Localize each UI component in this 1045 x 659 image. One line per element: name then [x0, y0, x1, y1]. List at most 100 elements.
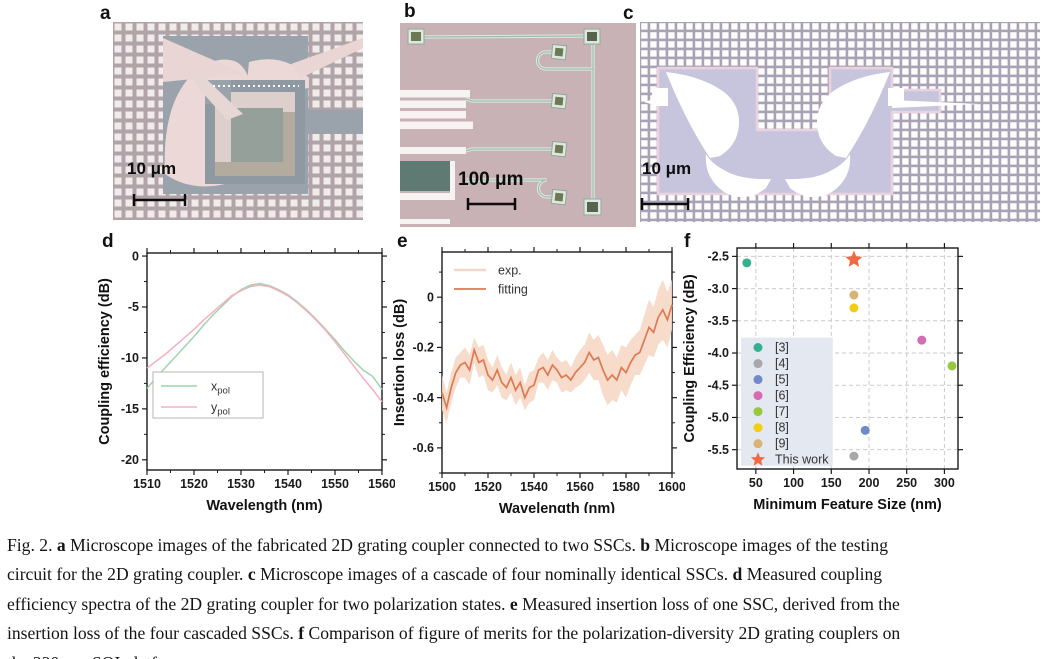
svg-text:1540: 1540: [274, 477, 302, 491]
caption-line: efficiency spectra of the 2D grating cou…: [7, 593, 900, 614]
legend: exp. fitting: [454, 264, 528, 297]
device-region: [163, 36, 363, 194]
svg-text:1520: 1520: [474, 480, 502, 494]
caption-line: Fig. 2. a Microscope images of the fabri…: [7, 535, 888, 555]
grating-coupler-core: [193, 72, 305, 184]
series-y_pol: [146, 284, 383, 403]
svg-text:-0.6: -0.6: [412, 441, 434, 455]
svg-text:150: 150: [821, 476, 842, 490]
svg-text:1550: 1550: [321, 477, 349, 491]
svg-text:0: 0: [427, 290, 434, 304]
output-taper: [892, 100, 980, 108]
svg-text:250: 250: [896, 476, 917, 490]
svg-text:-2.5: -2.5: [707, 250, 729, 264]
panel-label-c: c: [623, 3, 634, 24]
svg-text:1520: 1520: [180, 477, 208, 491]
point-[7]: [947, 361, 957, 371]
point-[5]: [860, 425, 870, 435]
caption-line: insertion loss of the four cascaded SSCs…: [7, 623, 901, 644]
exp-band: [442, 279, 672, 423]
svg-text:xpol: xpol: [211, 380, 230, 397]
svg-text:-3.5: -3.5: [707, 314, 729, 328]
svg-text:-5.0: -5.0: [707, 411, 729, 425]
series-x_pol: [146, 282, 383, 390]
svg-text:fitting: fitting: [498, 283, 528, 297]
point-[9]: [849, 290, 859, 300]
point-this-work: [845, 250, 863, 267]
y-axis-label: Coupling efficiency (dB): [97, 278, 113, 445]
axes: 50 100 150 200 250 300 -2.5 -3.0 -3.5 -4.0 -4.5 -5.…: [682, 243, 963, 513]
scale-bar-a-label: 10 μm: [127, 159, 176, 178]
y-axis-label: Coupling Efficiency (dB): [682, 274, 698, 443]
svg-text:200: 200: [859, 476, 880, 490]
legend: xpol ypol: [152, 371, 264, 419]
svg-text:1580: 1580: [612, 480, 640, 494]
scale-bar-c: 10 μm: [640, 159, 691, 210]
ssc-pair-left: [644, 72, 771, 198]
svg-text:1600: 1600: [658, 480, 685, 494]
svg-text:This work: This work: [775, 453, 829, 467]
svg-text:-0.2: -0.2: [412, 341, 434, 355]
caption-line: circuit for the 2D grating coupler. c Mi…: [7, 564, 883, 585]
point-[6]: [917, 335, 927, 345]
micrograph-ssc-cascade: 10 μm: [640, 22, 1040, 222]
series-fitting: [441, 304, 673, 412]
svg-text:100: 100: [783, 476, 804, 490]
svg-text:300: 300: [934, 476, 955, 490]
caption: Fig. 2. a Microscope images of the fabri…: [7, 531, 1041, 659]
svg-text:1560: 1560: [566, 480, 594, 494]
x-axis-label: Minimum Feature Size (nm): [753, 497, 942, 513]
svg-text:1510: 1510: [133, 477, 161, 491]
ssc-fans: [644, 72, 980, 198]
point-[8]: [849, 303, 859, 313]
point-[3]: [742, 258, 752, 268]
svg-text:[7]: [7]: [775, 405, 789, 419]
svg-text:exp.: exp.: [498, 264, 522, 278]
svg-text:-15: -15: [121, 402, 139, 416]
waveguides: [423, 34, 595, 205]
point-[4]: [849, 451, 859, 461]
grating-coupler-ports: [407, 28, 602, 216]
panel-label-b: b: [404, 1, 416, 22]
svg-text:-5.5: -5.5: [707, 443, 729, 457]
svg-text:[3]: [3]: [775, 340, 789, 354]
svg-text:[4]: [4]: [775, 357, 789, 371]
chart-comparison-scatter: 50 100 150 200 250 300 -2.5 -3.0 -3.5 -4.0 -4.5 -5.…: [682, 243, 963, 513]
series: [146, 282, 383, 403]
legend: [3] [4] [5] [6] [7] [8] [9] This work: [741, 337, 833, 467]
y-axis-label: Insertion loss (dB): [392, 299, 408, 426]
chart-insertion-loss: 1500 1520 1540 1560 1580 1600 0 -0.2 -0.4 -0.6 Wav…: [392, 247, 685, 513]
panel-label-d: d: [102, 231, 114, 252]
micrograph-testing-circuit: 100 μm: [400, 23, 636, 227]
axes: 1500 1520 1540 1560 1580 1600 0 -0.2 -0.4 -0.6 Wav…: [392, 247, 685, 513]
svg-text:-5: -5: [128, 300, 139, 314]
micrograph-grating-coupler: 10 μm: [113, 22, 363, 220]
svg-text:-10: -10: [121, 351, 139, 365]
pad-rectangle: [400, 161, 450, 191]
svg-text:[8]: [8]: [775, 421, 789, 435]
panel-label-e: e: [397, 231, 408, 252]
svg-text:[6]: [6]: [775, 389, 789, 403]
svg-text:-3.0: -3.0: [707, 282, 729, 296]
panel-label-f: f: [684, 231, 691, 252]
axes: 1510 1520 1530 1540 1550 1560 0 -5 -10 -15 -20 Wave…: [97, 248, 395, 513]
svg-text:[9]: [9]: [775, 437, 789, 451]
scale-bar-c-label: 10 μm: [642, 159, 691, 178]
x-axis-label: Wavelength (nm): [499, 501, 615, 513]
svg-text:0: 0: [132, 249, 139, 263]
svg-text:ypol: ypol: [211, 401, 230, 418]
x-axis-label: Wavelength (nm): [206, 498, 322, 513]
svg-text:-20: -20: [121, 453, 139, 467]
panel-label-a: a: [100, 3, 111, 24]
svg-text:-4.5: -4.5: [707, 378, 729, 392]
svg-text:-4.0: -4.0: [707, 346, 729, 360]
scale-bar-b-label: 100 μm: [458, 169, 524, 190]
svg-text:50: 50: [749, 476, 763, 490]
scale-bar-b: 100 μm: [458, 169, 524, 210]
caption-line: the 220-nm SOI platform.: [7, 649, 1041, 659]
svg-text:1560: 1560: [368, 477, 395, 491]
svg-text:[5]: [5]: [775, 373, 789, 387]
svg-text:1530: 1530: [227, 477, 255, 491]
scatter-points: [742, 250, 957, 461]
